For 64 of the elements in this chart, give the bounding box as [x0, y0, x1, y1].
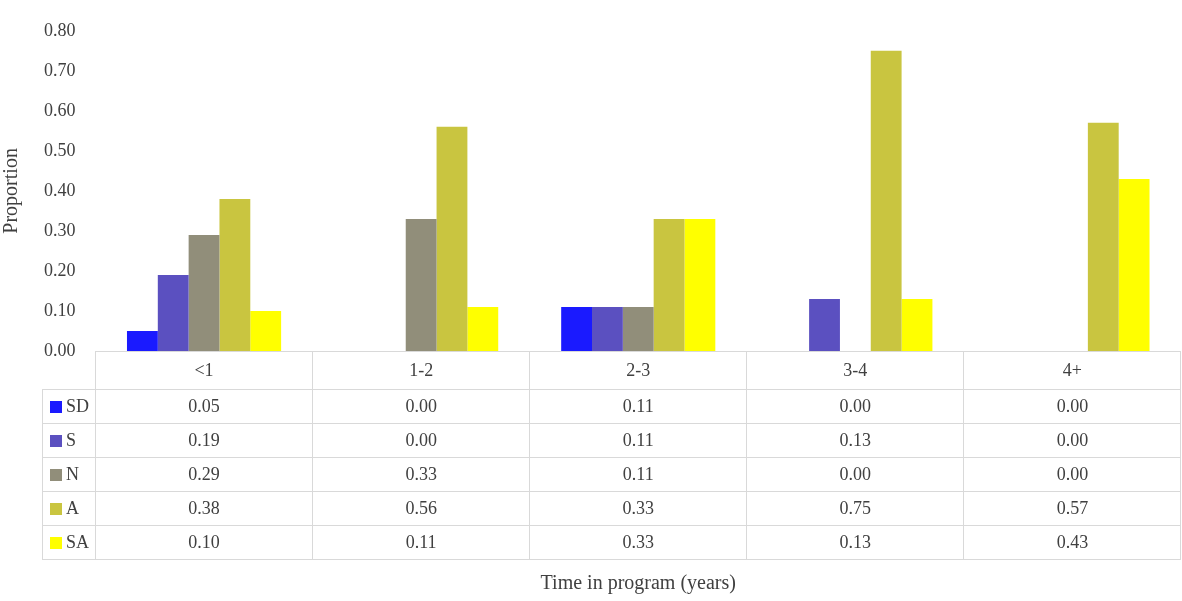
- bar: [684, 218, 716, 351]
- data-label: 0.11: [622, 463, 654, 484]
- y-tick-label: 0.10: [44, 299, 76, 320]
- x-tick-label: 4+: [1062, 359, 1083, 380]
- bar: [653, 218, 685, 351]
- bar: [870, 50, 902, 351]
- data-label: 0.11: [405, 531, 437, 552]
- data-label: 0.10: [188, 531, 220, 552]
- y-tick-label: 0.40: [44, 179, 76, 200]
- data-label: 0.11: [622, 395, 654, 416]
- data-label: 0.29: [188, 463, 220, 484]
- data-label: 0.33: [405, 463, 437, 484]
- data-label: 0.38: [188, 497, 220, 518]
- data-label: 0.00: [405, 395, 437, 416]
- data-label: 0.05: [188, 395, 220, 416]
- bar: [405, 218, 437, 351]
- x-tick-label: 2-3: [626, 359, 651, 380]
- bar: [592, 306, 623, 351]
- y-tick-label: 0.50: [44, 139, 76, 160]
- x-tick-label: 3-4: [843, 359, 868, 380]
- data-label: 0.43: [1056, 531, 1089, 552]
- bar: [436, 126, 468, 351]
- x-tick-label: <1: [194, 359, 214, 380]
- bar: [219, 198, 251, 351]
- bar: [188, 234, 220, 351]
- data-label: 0.11: [622, 429, 654, 450]
- data-label: 0.19: [188, 429, 220, 450]
- bar: [157, 274, 189, 351]
- legend-label: N: [66, 463, 79, 484]
- bar: [901, 298, 933, 351]
- data-label: 0.00: [405, 429, 437, 450]
- bar: [561, 306, 593, 351]
- data-label: 0.75: [839, 497, 872, 518]
- bar: [1087, 122, 1119, 351]
- bar: [1118, 178, 1150, 351]
- bar: [250, 310, 282, 351]
- y-tick-label: 0.70: [44, 59, 76, 80]
- data-label: 0.33: [622, 531, 654, 552]
- y-tick-label: 0.20: [44, 259, 76, 280]
- y-tick-label: 0.60: [44, 99, 76, 120]
- data-label: 0.00: [839, 463, 872, 484]
- y-tick-label: 0.00: [44, 339, 76, 360]
- x-tick-label: 1-2: [409, 359, 434, 380]
- bar: [126, 330, 158, 351]
- bar: [809, 298, 840, 351]
- text: Time in program (years): [540, 571, 736, 595]
- data-label: 0.13: [839, 531, 872, 552]
- data-label: 0.33: [622, 497, 654, 518]
- bar: [622, 306, 654, 351]
- y-tick-label: 0.80: [44, 19, 76, 40]
- data-label: 0.56: [405, 497, 437, 518]
- y-axis-title: Proportion: [0, 148, 23, 234]
- y-tick-label: 0.30: [44, 219, 76, 240]
- legend-label: SD: [66, 395, 90, 416]
- bar: [467, 306, 499, 351]
- data-label: 0.57: [1056, 497, 1089, 518]
- data-label: 0.00: [839, 395, 872, 416]
- legend-label: S: [66, 429, 77, 450]
- data-label: 0.13: [839, 429, 872, 450]
- legend-label: A: [66, 497, 79, 518]
- data-label: 0.00: [1056, 395, 1089, 416]
- data-label: 0.00: [1056, 463, 1089, 484]
- data-label: 0.00: [1056, 429, 1089, 450]
- legend-label: SA: [66, 531, 90, 552]
